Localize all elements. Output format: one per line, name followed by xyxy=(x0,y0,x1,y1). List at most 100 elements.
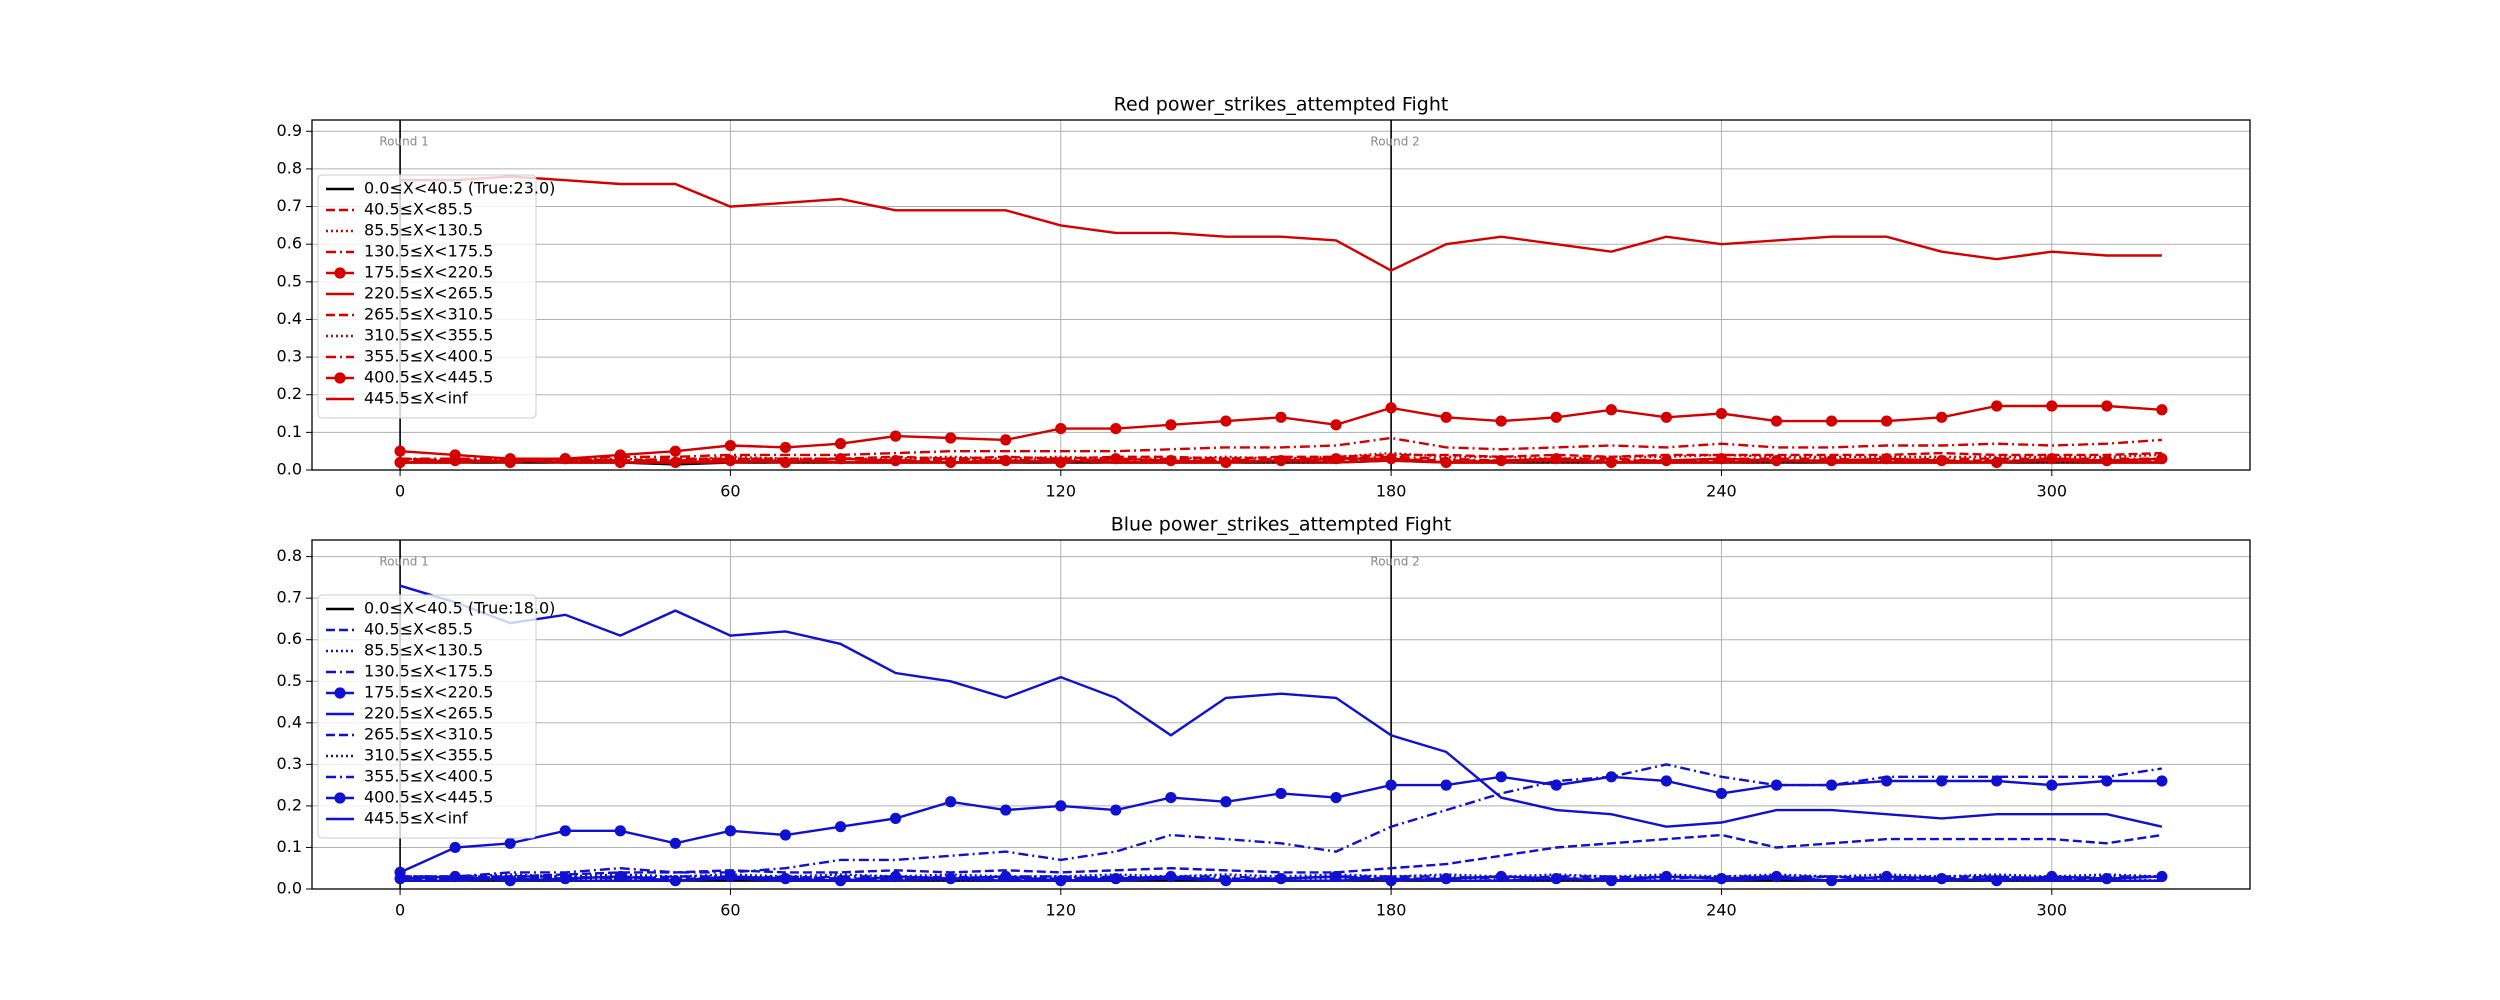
series-marker xyxy=(779,441,792,454)
series-marker xyxy=(1275,787,1287,800)
series-marker xyxy=(614,825,626,837)
chart-title: Blue power_strikes_attempted Fight xyxy=(1111,514,1452,536)
legend-marker xyxy=(334,372,346,384)
series-marker xyxy=(449,449,461,461)
series-marker xyxy=(2156,404,2168,416)
y-tick-label: 0.5 xyxy=(277,671,302,690)
series-marker xyxy=(1055,800,1067,812)
y-tick-label: 0.2 xyxy=(277,795,302,814)
series-marker xyxy=(1275,873,1287,885)
series-marker xyxy=(1770,779,1783,791)
axes-frame xyxy=(311,119,2251,471)
legend-label: 445.5≤X<inf xyxy=(364,809,468,828)
series-marker xyxy=(1605,404,1617,416)
series-line xyxy=(400,763,2163,878)
series-marker xyxy=(1110,423,1122,435)
round-label: Round 2 xyxy=(1370,135,1419,149)
series-line xyxy=(400,451,2162,462)
y-tick-label: 0.1 xyxy=(277,837,302,856)
series-marker xyxy=(834,821,847,833)
series-marker xyxy=(1936,873,1948,885)
series-marker xyxy=(1770,870,1783,883)
series-line xyxy=(400,873,2162,878)
legend-label: 85.5≤X<130.5 xyxy=(364,641,483,660)
series-line xyxy=(400,175,2162,272)
series-marker xyxy=(945,796,957,808)
series-marker xyxy=(504,837,516,849)
series-line xyxy=(399,584,2163,828)
x-tick-label: 240 xyxy=(1706,901,1737,920)
series-marker xyxy=(1825,779,1838,791)
legend-label: 40.5≤X<85.5 xyxy=(364,620,473,639)
series-marker xyxy=(1165,419,1177,431)
series-marker xyxy=(1495,771,1507,783)
series-marker xyxy=(1440,411,1452,423)
series-line xyxy=(400,451,2162,462)
series-marker xyxy=(1220,796,1232,808)
series-marker xyxy=(1550,411,1562,423)
series-marker xyxy=(2156,870,2168,883)
series-marker xyxy=(1881,415,1893,427)
series-marker xyxy=(1936,411,1948,423)
series-marker xyxy=(1660,870,1672,883)
series-marker xyxy=(724,439,737,452)
series-marker xyxy=(449,841,461,854)
series-marker xyxy=(945,432,957,444)
legend-label: 355.5≤X<400.5 xyxy=(364,767,493,786)
round-label: Round 1 xyxy=(379,135,428,149)
legend-label: 175.5≤X<220.5 xyxy=(364,683,493,702)
legend-marker xyxy=(334,687,346,699)
x-tick-label: 0 xyxy=(395,482,405,501)
y-tick-label: 0.7 xyxy=(277,196,302,215)
series-marker xyxy=(1825,415,1838,427)
series-marker xyxy=(1991,775,2003,787)
series-marker xyxy=(1605,771,1617,783)
y-tick-label: 0.7 xyxy=(277,588,302,607)
series-marker xyxy=(1715,407,1728,420)
series-marker xyxy=(779,873,792,885)
series-marker xyxy=(1220,415,1232,427)
y-tick-label: 0.4 xyxy=(277,712,302,731)
series-marker xyxy=(2101,775,2113,787)
series-marker xyxy=(1000,804,1012,816)
series-marker xyxy=(2046,400,2058,412)
series-marker xyxy=(1660,411,1672,423)
y-tick-label: 0.9 xyxy=(277,121,302,140)
series-marker xyxy=(1000,434,1012,446)
y-tick-label: 0.5 xyxy=(277,271,302,290)
series-marker xyxy=(834,438,847,450)
legend-label: 310.5≤X<355.5 xyxy=(364,326,493,345)
y-tick-label: 0.4 xyxy=(277,309,302,328)
series-marker xyxy=(1330,870,1342,883)
legend-marker xyxy=(334,267,346,279)
legend-label: 310.5≤X<355.5 xyxy=(364,746,493,765)
plot-area xyxy=(312,120,2250,470)
x-tick-label: 60 xyxy=(720,901,740,920)
y-tick-label: 0.6 xyxy=(277,629,302,648)
round-label: Round 2 xyxy=(1370,555,1419,569)
legend-label: 355.5≤X<400.5 xyxy=(364,347,493,366)
series-marker xyxy=(669,445,681,457)
series-marker xyxy=(1055,423,1067,435)
series-marker xyxy=(890,812,902,824)
series-marker xyxy=(1495,415,1507,427)
series-marker xyxy=(1385,779,1397,791)
series-marker xyxy=(2156,775,2168,787)
series-marker xyxy=(2046,870,2058,883)
series-marker xyxy=(394,445,406,457)
series-line xyxy=(400,459,2162,464)
series-marker xyxy=(1330,419,1342,431)
axes-frame xyxy=(311,539,2251,890)
y-tick-label: 0.0 xyxy=(277,879,302,898)
x-tick-label: 120 xyxy=(1045,901,1076,920)
legend-label: 130.5≤X<175.5 xyxy=(364,662,493,681)
series-marker xyxy=(559,453,571,465)
legend-label: 220.5≤X<265.5 xyxy=(364,284,493,303)
x-tick-label: 180 xyxy=(1376,482,1407,501)
legend-label: 40.5≤X<85.5 xyxy=(364,200,473,219)
y-tick-label: 0.8 xyxy=(277,546,302,565)
series-marker xyxy=(1550,779,1562,791)
x-tick-label: 300 xyxy=(2037,482,2068,501)
series-marker xyxy=(614,870,626,883)
series-marker xyxy=(1660,775,1672,787)
